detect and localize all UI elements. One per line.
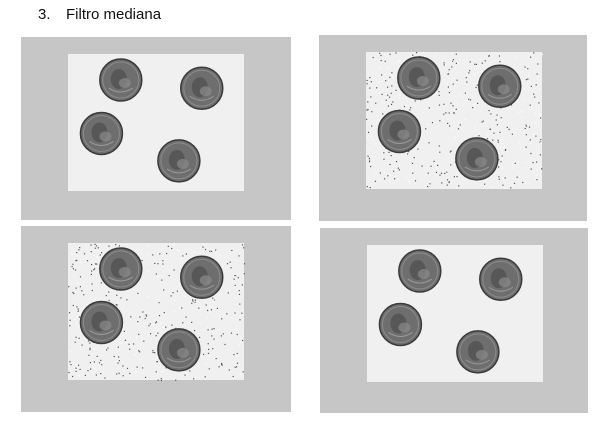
coins-photo bbox=[366, 52, 543, 189]
section-title: Filtro mediana bbox=[66, 6, 162, 23]
coin bbox=[157, 328, 201, 372]
coin bbox=[377, 109, 422, 154]
coin bbox=[79, 300, 124, 345]
coin bbox=[157, 139, 201, 183]
coins-photo bbox=[68, 54, 244, 191]
coin bbox=[99, 58, 143, 102]
coin bbox=[456, 330, 500, 374]
coin bbox=[455, 137, 499, 181]
coin bbox=[397, 56, 441, 100]
section-heading: 3. Filtro mediana bbox=[38, 6, 161, 23]
coin bbox=[79, 111, 124, 156]
noisy-coins-image-2 bbox=[21, 226, 291, 412]
median-filtered-coins-image bbox=[320, 228, 588, 413]
section-number: 3. bbox=[38, 6, 51, 23]
coin bbox=[180, 255, 224, 299]
coins-photo bbox=[367, 245, 543, 382]
coin bbox=[99, 247, 143, 291]
noisy-coins-image bbox=[319, 35, 587, 221]
coin bbox=[378, 302, 423, 347]
coins-photo bbox=[68, 243, 246, 382]
coin bbox=[398, 249, 442, 293]
original-coins-image bbox=[21, 37, 291, 220]
coin bbox=[478, 64, 522, 108]
coin bbox=[180, 66, 224, 110]
coin bbox=[479, 257, 523, 301]
